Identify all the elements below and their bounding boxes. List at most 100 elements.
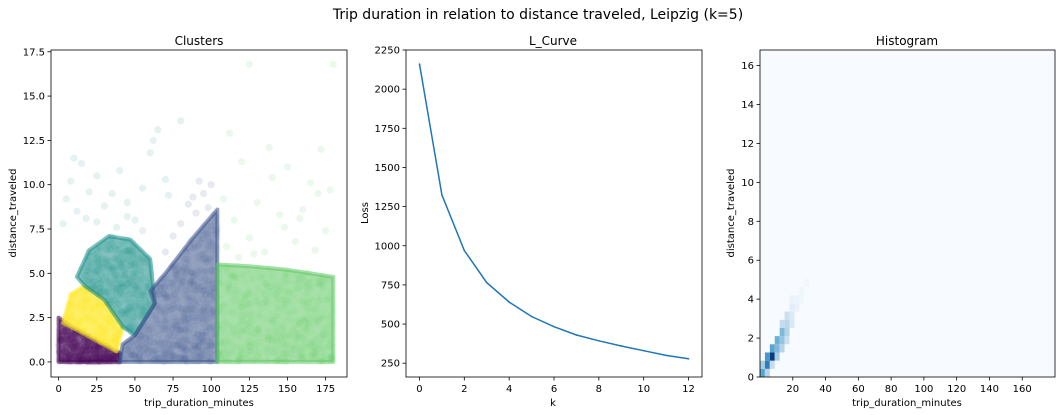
- x-tick-label: 175: [316, 384, 335, 395]
- histogram-cell: [769, 352, 775, 361]
- cluster-2: [74, 233, 159, 339]
- scatter-point: [219, 195, 228, 203]
- lcurve-ylabel: Loss: [360, 202, 371, 224]
- scatter-point: [100, 202, 109, 210]
- scatter-point: [276, 211, 284, 219]
- lcurve-point: [598, 340, 600, 342]
- lcurve-point: [553, 325, 555, 328]
- scatter-point: [154, 126, 162, 134]
- scatter-point: [311, 246, 319, 254]
- x-tick-label: 10: [637, 384, 650, 395]
- histogram-cell: [804, 278, 810, 288]
- scatter-point: [189, 193, 197, 201]
- y-tick-label: 1250: [375, 202, 400, 213]
- y-tick-label: 12.5: [23, 136, 45, 147]
- histogram-cell: [779, 344, 785, 353]
- histogram-cell: [769, 344, 775, 353]
- cluster-1: [60, 283, 125, 355]
- lcurve-series: [418, 63, 690, 360]
- scatter-point: [329, 60, 337, 68]
- clusters-panel: Clusters 0 25 50 75 100 125 150 175 0.0 2.5 5.0 7.…: [8, 34, 348, 409]
- y-tick-label: 1500: [375, 163, 400, 174]
- cluster-core: [215, 262, 336, 364]
- histogram-cell: [764, 352, 770, 361]
- scatter-point: [131, 216, 139, 224]
- y-tick-label: 17.5: [23, 47, 45, 58]
- lcurve-title: L_Curve: [529, 34, 577, 48]
- scatter-point: [146, 149, 154, 157]
- scatter-point: [67, 177, 75, 185]
- lcurve-point: [642, 349, 645, 352]
- x-tick-label: 2: [461, 384, 467, 395]
- scatter-point: [161, 175, 170, 183]
- x-tick-label: 12: [682, 384, 695, 395]
- lcurve-point: [620, 345, 623, 347]
- y-tick-label: 5.0: [29, 269, 45, 280]
- x-tick-label: 50: [129, 384, 142, 395]
- y-tick-label: 750: [381, 280, 400, 291]
- scatter-point: [85, 188, 93, 196]
- scatter-point: [265, 143, 273, 152]
- scatter-point: [161, 248, 170, 256]
- clusters-yaxis: 0.0 2.5 5.0 7.5 10.0 12.5 15.0 17.5: [23, 47, 51, 368]
- scatter-point: [123, 213, 131, 221]
- scatter-point: [204, 204, 212, 212]
- histogram-cell: [779, 336, 785, 345]
- scatter-point: [184, 200, 192, 208]
- scatter-point: [250, 250, 258, 258]
- x-tick-label: 0: [416, 384, 422, 395]
- scatter-point: [299, 205, 307, 214]
- lcurve-point: [575, 334, 578, 336]
- x-tick-label: 8: [596, 384, 602, 395]
- scatter-point: [326, 186, 334, 194]
- clusters-title: Clusters: [175, 34, 224, 48]
- y-tick-label: 6: [748, 256, 754, 267]
- scatter-point: [245, 60, 253, 68]
- histogram-xlabel: trip_duration_minutes: [852, 398, 962, 409]
- y-tick-label: 4: [748, 295, 754, 306]
- histogram-cell: [784, 319, 790, 328]
- lcurve-point: [665, 354, 667, 357]
- x-tick-label: 100: [914, 384, 933, 395]
- histogram-cell: [760, 368, 765, 377]
- scatter-point: [93, 172, 101, 180]
- scatter-point: [123, 198, 131, 207]
- histogram-cell: [789, 311, 795, 320]
- scatter-point: [296, 214, 304, 222]
- histogram-cell: [764, 360, 770, 369]
- histogram-cell: [794, 303, 800, 312]
- scatter-point: [93, 218, 101, 226]
- y-tick-label: 10.0: [23, 180, 45, 191]
- scatter-point: [261, 248, 269, 256]
- lcurve-point: [485, 281, 488, 284]
- histogram-cell: [799, 287, 805, 296]
- histogram-panel: Histogram 20 40 60 80 100 120 140 160 0 2 4 6 8 10 12…: [726, 34, 1056, 409]
- histogram-cell: [784, 327, 790, 337]
- lcurve-point: [687, 358, 690, 360]
- lcurve-point: [530, 315, 533, 318]
- x-tick-label: 125: [240, 384, 259, 395]
- scatter-point: [195, 177, 203, 185]
- lcurve-point: [463, 249, 466, 252]
- histogram-yaxis: 0 2 4 6 8 10 12 14 16: [741, 61, 760, 384]
- scatter-point: [108, 189, 116, 198]
- y-tick-label: 8: [748, 217, 754, 228]
- lcurve-point: [418, 63, 421, 65]
- lcurve-panel: L_Curve 0 2 4 6 8 10 12 250 500 750 1000 1250 1500 1…: [360, 34, 703, 409]
- scatter-point: [192, 209, 200, 217]
- x-tick-label: 6: [551, 384, 557, 395]
- x-tick-label: 100: [202, 384, 221, 395]
- scatter-point: [268, 174, 276, 182]
- histogram-cell: [784, 311, 790, 320]
- histogram-xaxis: 20 40 60 80 100 120 140 160: [786, 377, 1032, 395]
- histogram-cell: [799, 295, 805, 304]
- scatter-point: [207, 181, 215, 189]
- scatter-point: [59, 220, 67, 228]
- x-tick-label: 75: [167, 384, 180, 395]
- scatter-point: [235, 253, 243, 261]
- lcurve-xlabel: k: [550, 398, 556, 409]
- histogram-cell: [789, 295, 795, 304]
- clusters-xlabel: trip_duration_minutes: [144, 398, 254, 409]
- figure-suptitle: Trip duration in relation to distance tr…: [332, 7, 743, 23]
- scatter-point: [62, 195, 70, 203]
